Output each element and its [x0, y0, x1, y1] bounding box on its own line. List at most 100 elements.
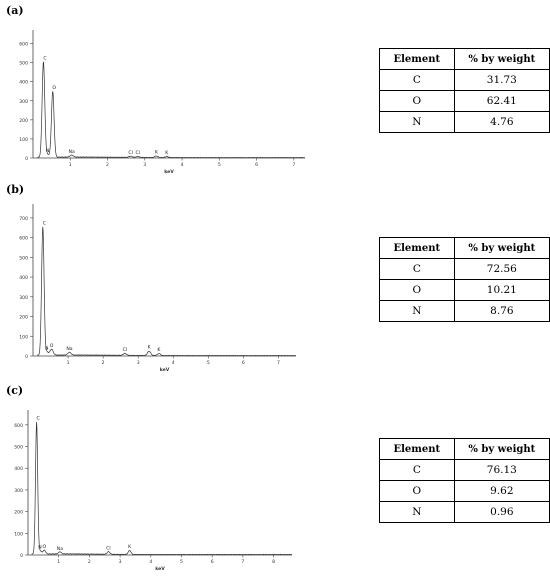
x-tick-label: 7 [241, 559, 244, 565]
x-tick-label: 5 [218, 162, 221, 168]
peak-label: O [52, 85, 56, 91]
y-tick-label: 600 [19, 42, 28, 48]
y-tick-label: 400 [14, 466, 23, 472]
x-tick-label: 4 [172, 360, 175, 366]
weight-cell: 76.13 [453, 459, 550, 481]
table-row: C 31.73 [379, 69, 550, 91]
x-tick-label: 4 [149, 559, 152, 565]
element-cell: C [379, 69, 455, 91]
y-tick-label: 100 [19, 334, 28, 340]
x-tick-label: 1 [69, 162, 72, 168]
peak-label: C [43, 221, 46, 227]
y-tick-label: 100 [19, 137, 28, 143]
peak-label: Cl [106, 545, 110, 551]
peak-label: C [43, 56, 46, 62]
x-tick-label: 3 [137, 360, 140, 366]
peak-label: Na [66, 346, 72, 352]
spectrum-line [37, 226, 297, 357]
y-tick-label: 500 [19, 61, 28, 67]
y-tick-label: 700 [19, 216, 28, 222]
y-tick-label: 400 [19, 80, 28, 86]
x-tick-label: 6 [211, 559, 214, 565]
peak-label: O [42, 544, 46, 550]
table-row: N 4.76 [379, 111, 550, 133]
x-tick-label: 1 [67, 360, 70, 366]
x-tick-label: 8 [272, 559, 275, 565]
column-header-weight: % by weight [453, 48, 550, 70]
element-cell: O [379, 480, 455, 502]
x-tick-label: 7 [277, 360, 280, 366]
y-tick-label: 500 [14, 445, 23, 451]
weight-cell: 0.96 [453, 501, 550, 523]
weight-cell: 8.76 [453, 300, 550, 322]
peak-label: N [45, 345, 48, 351]
element-cell: N [379, 501, 455, 523]
column-header-element: Element [379, 48, 455, 70]
peak-label: Cl [128, 150, 132, 156]
composition-table-b: Element % by weight C 72.56 O 10.21 N 8.… [379, 237, 550, 322]
y-tick-label: 200 [14, 510, 23, 516]
panel-a: (a) 0 100 200 300 400 500 600 1 2 3 4 5 6 7 keV C N O Na Cl… [0, 4, 550, 184]
x-tick-label: 3 [119, 559, 122, 565]
table-row: C 72.56 [379, 258, 550, 280]
y-tick-label: 0 [25, 156, 28, 162]
weight-cell: 72.56 [453, 258, 550, 280]
table-row: O 9.62 [379, 480, 550, 502]
y-tick-label: 0 [25, 354, 28, 360]
table-header-row: Element % by weight [379, 48, 550, 70]
x-axis-label: keV [160, 367, 170, 373]
column-header-element: Element [379, 438, 455, 460]
eds-spectrum-c: 0 100 200 300 400 500 600 1 2 3 4 5 6 7 8 keV C N O Na Cl K [14, 410, 293, 572]
y-tick-label: 500 [19, 255, 28, 261]
y-tick-label: 300 [19, 295, 28, 301]
panel-label: (b) [6, 183, 25, 196]
peak-label: Cl [135, 150, 139, 156]
x-tick-label: 6 [242, 360, 245, 366]
element-cell: O [379, 90, 455, 112]
weight-cell: 10.21 [453, 279, 550, 301]
x-tick-label: 2 [102, 360, 105, 366]
peak-label: N [46, 148, 49, 154]
peak-label: K [157, 347, 161, 353]
y-tick-label: 400 [19, 275, 28, 281]
peak-label: C [36, 416, 39, 422]
peak-label: K [128, 544, 132, 550]
peak-label: Cl [123, 347, 127, 353]
element-cell: N [379, 111, 455, 133]
y-tick-label: 600 [14, 423, 23, 429]
column-header-weight: % by weight [453, 438, 550, 460]
peak-label: Na [57, 546, 63, 552]
weight-cell: 9.62 [453, 480, 550, 502]
y-tick-label: 200 [19, 118, 28, 124]
x-tick-label: 3 [143, 162, 146, 168]
column-header-element: Element [379, 237, 455, 259]
peak-label: O [50, 343, 54, 349]
table-header-row: Element % by weight [379, 438, 550, 460]
y-tick-label: 600 [19, 236, 28, 242]
table-header-row: Element % by weight [379, 237, 550, 259]
eds-spectrum-b: 0 100 200 300 400 500 600 700 1 2 3 4 5 6 7 keV C N O Na Cl K… [19, 204, 297, 373]
table-row: O 10.21 [379, 279, 550, 301]
composition-table-c: Element % by weight C 76.13 O 9.62 N 0.9… [379, 438, 550, 523]
y-tick-label: 300 [14, 488, 23, 494]
peak-label: K [155, 149, 159, 155]
column-header-weight: % by weight [453, 237, 550, 259]
table-row: N 8.76 [379, 300, 550, 322]
spectrum-line [31, 421, 293, 556]
composition-table-a: Element % by weight C 31.73 O 62.41 N 4.… [379, 48, 550, 133]
element-cell: C [379, 459, 455, 481]
x-tick-label: 2 [88, 559, 91, 565]
element-cell: C [379, 258, 455, 280]
x-tick-label: 6 [255, 162, 258, 168]
panel-label: (c) [6, 384, 24, 397]
panel-b: (b) 0 100 200 300 400 500 600 700 1 2 3 4 5 6 7 keV C N O N… [0, 183, 550, 378]
table-row: C 76.13 [379, 459, 550, 481]
element-cell: N [379, 300, 455, 322]
x-tick-label: 1 [57, 559, 60, 565]
peak-label: K [148, 345, 152, 351]
y-tick-label: 300 [19, 99, 28, 105]
x-axis-label: keV [155, 566, 165, 572]
weight-cell: 62.41 [453, 90, 550, 112]
y-tick-label: 0 [20, 553, 23, 559]
element-cell: O [379, 279, 455, 301]
